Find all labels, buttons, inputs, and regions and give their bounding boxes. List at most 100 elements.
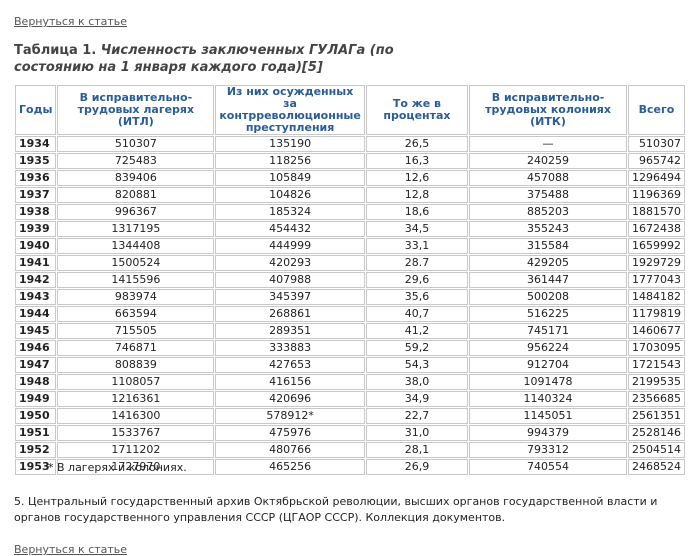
back-link[interactable]: Вернуться к статье	[14, 543, 128, 556]
header-cell: Всего	[627, 85, 685, 135]
table-cell: 965742	[627, 153, 685, 169]
table-cell: 2468524	[627, 459, 685, 475]
table-cell: 1881570	[627, 204, 685, 220]
header-row: Годы В исправительно-трудовых лагерях (ИТ…	[15, 85, 685, 135]
title-label: Таблица 1.	[14, 43, 97, 58]
table-cell: 1937	[15, 187, 57, 203]
table-cell: 1179819	[627, 306, 685, 322]
table-cell: 454432	[215, 221, 365, 237]
table-cell: 26,9	[365, 459, 469, 475]
back-link[interactable]: Вернуться к статье	[14, 15, 128, 28]
table-cell: 1941	[15, 255, 57, 271]
table-cell: 1484182	[627, 289, 685, 305]
table-cell: 956224	[469, 340, 627, 356]
header-cell: В исправительно-трудовых колониях (ИТК)	[469, 85, 627, 135]
table-cell: 34,9	[365, 391, 469, 407]
table-cell: 54,3	[365, 357, 469, 373]
table-cell: 40,7	[365, 306, 469, 322]
table-cell: 355243	[469, 221, 627, 237]
table-cell: 26,5	[365, 136, 469, 152]
table-cell: 1659992	[627, 238, 685, 254]
table-cell: 444999	[215, 238, 365, 254]
table-cell: 1945	[15, 323, 57, 339]
table-cell: 31,0	[365, 425, 469, 441]
table-row: 1940 1344408 444999 33,1 315584 1659992	[15, 238, 685, 254]
table-row: 1949 1216361 420696 34,9 1140324 2356685	[15, 391, 685, 407]
table-row: 1953 1727970 465256 26,9 740554 2468524	[15, 459, 685, 475]
title-text: Численность заключенных ГУЛАГа (по состо…	[14, 43, 394, 75]
table-row: 1948 1108057 416156 38,0 1091478 2199535	[15, 374, 685, 390]
table-cell: 407988	[215, 272, 365, 288]
table-cell: 983974	[57, 289, 215, 305]
table-cell: 1344408	[57, 238, 215, 254]
table-cell: 427653	[215, 357, 365, 373]
table-cell: 105849	[215, 170, 365, 186]
table-cell: 1936	[15, 170, 57, 186]
table-cell: 1951	[15, 425, 57, 441]
table-cell: 793312	[469, 442, 627, 458]
table-cell: 1416300	[57, 408, 215, 424]
table-cell: 1415596	[57, 272, 215, 288]
table-cell: 1949	[15, 391, 57, 407]
table-cell: 1939	[15, 221, 57, 237]
table-cell: 416156	[215, 374, 365, 390]
table-row: 1952 1711202 480766 28,1 793312 2504514	[15, 442, 685, 458]
table-cell: 475976	[215, 425, 365, 441]
table-cell: 1938	[15, 204, 57, 220]
table-cell: 457088	[469, 170, 627, 186]
table-cell: 808839	[57, 357, 215, 373]
table-row: 1950 1416300 578912* 22,7 1145051 2561351	[15, 408, 685, 424]
table-cell: 1944	[15, 306, 57, 322]
table-row: 1939 1317195 454432 34,5 355243 1672438	[15, 221, 685, 237]
table-cell: 1777043	[627, 272, 685, 288]
table-row: 1943 983974 345397 35,6 500208 1484182	[15, 289, 685, 305]
table-cell: 1296494	[627, 170, 685, 186]
table-cell: 996367	[57, 204, 215, 220]
table-cell: 1216361	[57, 391, 215, 407]
table-row: 1947 808839 427653 54,3 912704 1721543	[15, 357, 685, 373]
table-cell: 420293	[215, 255, 365, 271]
footnote: * В лагерях и колониях.	[48, 461, 187, 474]
table-cell: 1721543	[627, 357, 685, 373]
table-row: 1945 715505 289351 41,2 745171 1460677	[15, 323, 685, 339]
table-cell: 1672438	[627, 221, 685, 237]
table-row: 1944 663594 268861 40,7 516225 1179819	[15, 306, 685, 322]
table-cell: 1108057	[57, 374, 215, 390]
table-cell: 1711202	[57, 442, 215, 458]
table-row: 1936 839406 105849 12,6 457088 1296494	[15, 170, 685, 186]
table-cell: 18,6	[365, 204, 469, 220]
reference: 5. Центральный государственный архив Окт…	[14, 495, 658, 524]
table-cell: 1947	[15, 357, 57, 373]
table-cell: 2528146	[627, 425, 685, 441]
table-cell: 429205	[469, 255, 627, 271]
table-cell: 118256	[215, 153, 365, 169]
table-row: 1941 1500524 420293 28.7 429205 1929729	[15, 255, 685, 271]
table-cell: 820881	[57, 187, 215, 203]
table-cell: 1943	[15, 289, 57, 305]
table-row: 1942 1415596 407988 29,6 361447 1777043	[15, 272, 685, 288]
header-cell: Годы	[15, 85, 57, 135]
table-cell: 12,6	[365, 170, 469, 186]
table-cell: 240259	[469, 153, 627, 169]
table-cell: 2561351	[627, 408, 685, 424]
table-cell: 994379	[469, 425, 627, 441]
table-cell: 1703095	[627, 340, 685, 356]
table-cell: 12,8	[365, 187, 469, 203]
table-cell: 41,2	[365, 323, 469, 339]
table-cell: —	[469, 136, 627, 152]
table-cell: 104826	[215, 187, 365, 203]
header-cell: В исправительно-трудовых лагерях (ИТЛ)	[57, 85, 215, 135]
table-cell: 663594	[57, 306, 215, 322]
table-cell: 315584	[469, 238, 627, 254]
table-cell: 1940	[15, 238, 57, 254]
table-cell: 1460677	[627, 323, 685, 339]
table-cell: 2199535	[627, 374, 685, 390]
table-cell: 1946	[15, 340, 57, 356]
table-cell: 839406	[57, 170, 215, 186]
table-cell: 185324	[215, 204, 365, 220]
data-table: Годы В исправительно-трудовых лагерях (ИТ…	[14, 84, 686, 476]
table-cell: 1727970	[57, 459, 215, 475]
header-cell: Из них осужденных за контрреволюционные …	[215, 85, 365, 135]
table-cell: 1935	[15, 153, 57, 169]
